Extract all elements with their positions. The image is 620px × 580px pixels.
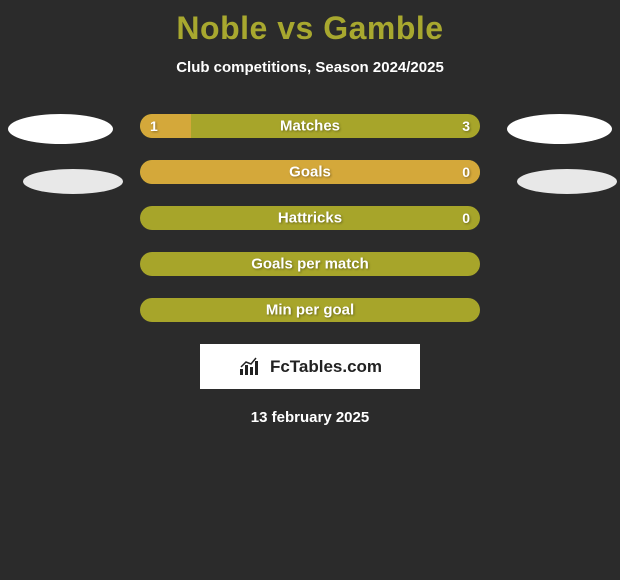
brand-text: FcTables.com	[270, 357, 382, 377]
stat-label: Goals per match	[140, 256, 480, 273]
brand-box[interactable]: FcTables.com	[200, 344, 420, 389]
player-right-logo	[507, 114, 612, 144]
bar-chart-icon	[238, 357, 264, 377]
stat-bar-goals-per-match: Goals per match	[140, 252, 480, 276]
comparison-bars: 1 Matches 3 Goals 0 Hattricks 0 Goals pe…	[140, 114, 480, 322]
stat-value-right: 0	[462, 210, 470, 226]
stat-bar-hattricks: Hattricks 0	[140, 206, 480, 230]
page-title: Noble vs Gamble	[0, 10, 620, 47]
stat-value-right: 3	[462, 118, 470, 134]
stat-bar-goals: Goals 0	[140, 160, 480, 184]
stat-label: Matches	[140, 118, 480, 135]
stat-label: Goals	[140, 164, 480, 181]
date-text: 13 february 2025	[0, 409, 620, 426]
player-right-logo-shadow	[517, 169, 617, 194]
widget-root: Noble vs Gamble Club competitions, Seaso…	[0, 0, 620, 426]
subtitle: Club competitions, Season 2024/2025	[0, 59, 620, 76]
player-left-logo	[8, 114, 113, 144]
stat-bar-matches: 1 Matches 3	[140, 114, 480, 138]
comparison-area: 1 Matches 3 Goals 0 Hattricks 0 Goals pe…	[0, 114, 620, 426]
stat-value-right: 0	[462, 164, 470, 180]
player-left-logo-shadow	[23, 169, 123, 194]
stat-bar-min-per-goal: Min per goal	[140, 298, 480, 322]
stat-label: Min per goal	[140, 302, 480, 319]
stat-label: Hattricks	[140, 210, 480, 227]
